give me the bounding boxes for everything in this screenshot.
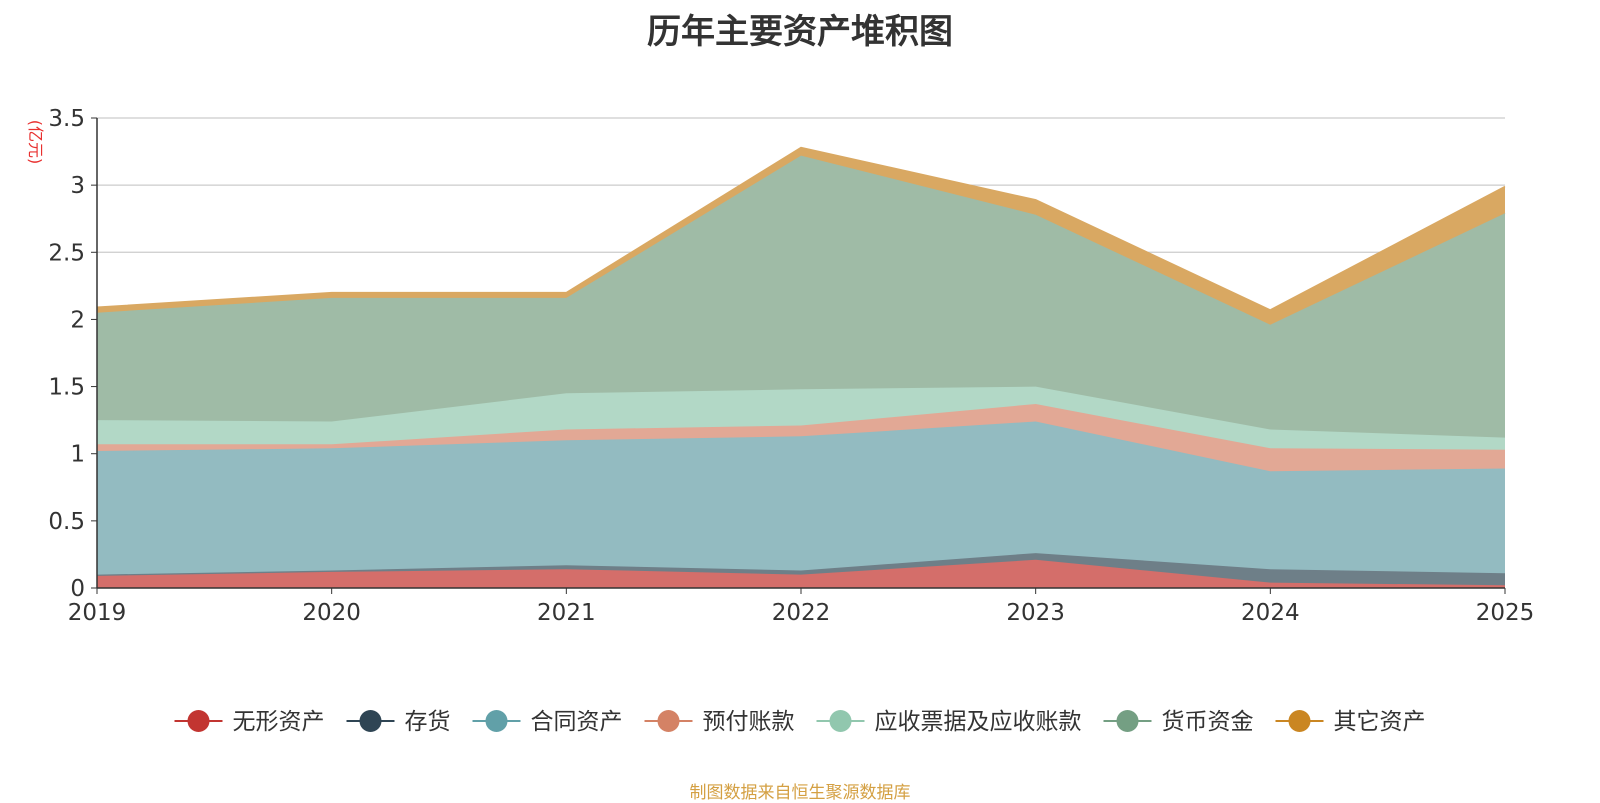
legend-marker [1116, 710, 1139, 732]
legend-item[interactable]: 预付账款 [644, 709, 795, 735]
area-series-line-6 [96, 146, 1506, 311]
x-tick-label: 2023 [1006, 600, 1065, 626]
footer-source: 制图数据来自恒生聚源数据库 [689, 783, 911, 803]
legend: 无形资产 存货 合同资产 预付账款 应收票据及应收账款 货币资金 其它资产 [174, 709, 1426, 735]
axis-layer: 0 0.5 1 1.5 2 2.5 3 3.5 2019 2020 2021 2022 2023 2024… [48, 106, 1534, 626]
legend-label: 应收票据及应收账款 [875, 709, 1082, 735]
legend-marker [187, 710, 210, 732]
x-tick-label: 2024 [1241, 600, 1300, 626]
area-series-5 [97, 155, 1505, 438]
x-tick-label: 2025 [1476, 600, 1535, 626]
y-tick-label: 3.5 [48, 106, 85, 132]
y-tick-label: 1.5 [48, 375, 85, 401]
x-tick-label: 2019 [68, 600, 127, 626]
y-tick-label: 1 [70, 442, 85, 468]
legend-label: 预付账款 [703, 709, 795, 735]
legend-marker [1288, 710, 1311, 732]
y-axis-unit-label: (亿元) [26, 120, 45, 165]
legend-marker [657, 710, 680, 732]
legend-item[interactable]: 其它资产 [1275, 709, 1426, 735]
area-series-2 [97, 421, 1505, 575]
y-tick-label: 2 [70, 307, 85, 333]
legend-marker [485, 710, 508, 732]
x-tick-label: 2022 [772, 600, 831, 626]
area-series-0 [97, 559, 1505, 588]
area-series-4 [97, 386, 1505, 450]
legend-label: 存货 [405, 709, 451, 735]
legend-item[interactable]: 货币资金 [1103, 709, 1254, 735]
chart-title: 历年主要资产堆积图 [647, 12, 953, 52]
area-layer [96, 146, 1506, 588]
legend-label: 无形资产 [233, 709, 325, 735]
legend-item[interactable]: 合同资产 [472, 709, 623, 735]
y-tick-label: 3 [70, 173, 85, 199]
legend-marker [359, 710, 382, 732]
legend-item[interactable]: 无形资产 [174, 709, 325, 735]
area-series-3 [97, 404, 1505, 472]
area-series-1 [97, 553, 1505, 586]
legend-label: 合同资产 [531, 709, 623, 735]
legend-item[interactable]: 应收票据及应收账款 [816, 709, 1082, 735]
legend-label: 货币资金 [1162, 709, 1254, 735]
x-tick-label: 2021 [537, 600, 596, 626]
legend-item[interactable]: 存货 [346, 709, 451, 735]
legend-marker [829, 710, 852, 732]
legend-label: 其它资产 [1334, 709, 1426, 735]
y-tick-label: 2.5 [48, 240, 85, 266]
y-tick-label: 0.5 [48, 509, 85, 535]
y-tick-label: 0 [70, 576, 85, 602]
x-tick-label: 2020 [302, 600, 361, 626]
